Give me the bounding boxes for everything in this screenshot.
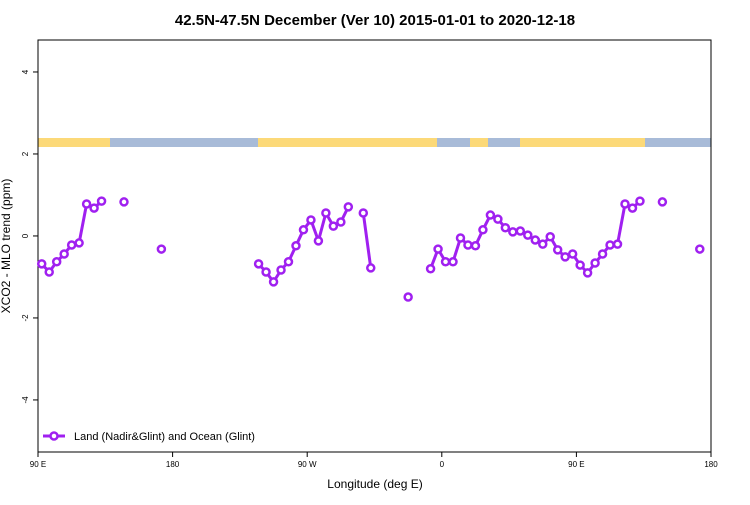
point xyxy=(500,223,511,233)
point xyxy=(321,208,331,218)
point xyxy=(478,225,488,235)
point xyxy=(74,238,84,248)
point xyxy=(575,260,585,270)
point xyxy=(119,197,129,207)
point xyxy=(156,244,167,254)
point xyxy=(313,236,324,246)
point xyxy=(261,267,271,277)
point xyxy=(695,244,705,254)
point xyxy=(530,235,541,245)
point xyxy=(51,257,62,267)
point xyxy=(523,230,533,240)
point xyxy=(425,264,436,274)
x-tick-label: 180 xyxy=(166,460,180,469)
x-tick-label: 0 xyxy=(440,460,445,469)
point xyxy=(440,257,451,267)
point xyxy=(448,257,458,267)
point xyxy=(343,202,354,212)
point xyxy=(545,232,555,242)
point xyxy=(515,226,526,236)
point xyxy=(253,259,264,269)
point xyxy=(538,239,548,249)
plot-frame xyxy=(37,39,712,453)
legend-label: Land (Nadir&Glint) and Ocean (Glint) xyxy=(74,431,255,443)
x-tick-label: 180 xyxy=(704,460,718,469)
point xyxy=(560,252,570,262)
y-tick-label: 0 xyxy=(21,233,30,238)
point xyxy=(328,221,339,231)
point xyxy=(81,199,92,209)
point xyxy=(657,197,668,207)
point xyxy=(66,240,77,250)
point xyxy=(298,225,309,235)
y-tick-label: 2 xyxy=(21,151,30,156)
point xyxy=(433,244,443,254)
point xyxy=(96,196,107,206)
point xyxy=(463,240,473,250)
point xyxy=(552,245,563,255)
point xyxy=(403,292,413,302)
point xyxy=(635,196,645,206)
point xyxy=(36,259,47,269)
point xyxy=(597,249,608,259)
point xyxy=(455,233,466,243)
legend-marker xyxy=(49,431,59,441)
point xyxy=(605,240,615,250)
chart-title: 42.5N-47.5N December (Ver 10) 2015-01-01… xyxy=(175,12,575,29)
point xyxy=(366,263,376,273)
land-ocean-strip xyxy=(38,138,711,147)
point xyxy=(508,227,518,237)
y-tick-label: -2 xyxy=(21,314,30,322)
point xyxy=(89,203,99,213)
x-tick-label: 90 E xyxy=(30,460,46,469)
x-tick-label: 90 W xyxy=(298,460,317,469)
point xyxy=(283,257,294,267)
point xyxy=(470,241,481,251)
point xyxy=(582,268,593,278)
point xyxy=(485,210,496,220)
point xyxy=(306,215,316,225)
point xyxy=(567,249,578,259)
point xyxy=(590,258,600,268)
point xyxy=(493,214,503,224)
y-tick-label: 4 xyxy=(21,69,30,74)
point xyxy=(358,208,369,218)
x-axis-label: Longitude (deg E) xyxy=(327,477,422,491)
y-tick-label: -4 xyxy=(21,396,30,404)
point xyxy=(291,241,301,251)
point xyxy=(276,265,286,275)
point xyxy=(44,267,54,277)
point xyxy=(268,277,279,287)
point xyxy=(59,249,69,259)
point xyxy=(612,239,623,249)
point xyxy=(620,199,630,209)
x-tick-label: 90 E xyxy=(568,460,584,469)
point xyxy=(336,217,346,227)
point xyxy=(627,203,638,213)
y-axis-label: XCO2 - MLO trend (ppm) xyxy=(0,179,13,314)
